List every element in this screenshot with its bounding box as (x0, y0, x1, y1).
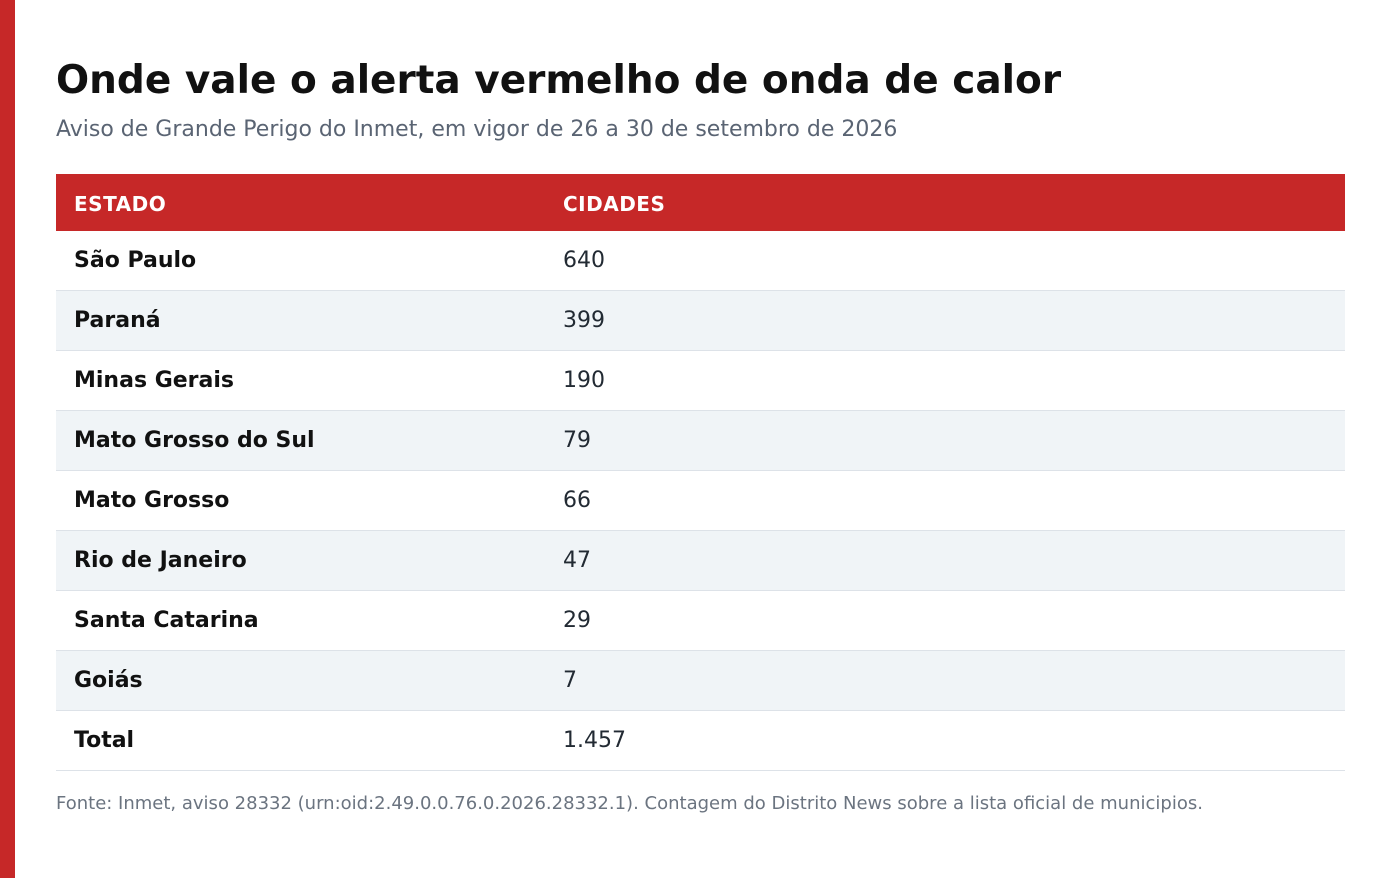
city-count: 29 (545, 590, 1345, 651)
state-name: São Paulo (56, 231, 545, 291)
table-row: Minas Gerais 190 (56, 350, 1345, 411)
column-header-cidades: CIDADES (563, 191, 666, 216)
city-count: 7 (545, 650, 1345, 711)
city-count: 640 (545, 231, 1345, 291)
table-row: São Paulo 640 (56, 231, 1345, 291)
table-row: Mato Grosso 66 (56, 470, 1345, 531)
accent-bar (0, 0, 15, 878)
city-count: 79 (545, 410, 1345, 471)
table-header-row: ESTADO CIDADES (56, 174, 1345, 231)
total-count: 1.457 (545, 710, 1345, 771)
state-name: Santa Catarina (56, 590, 545, 651)
table-row: Santa Catarina 29 (56, 590, 1345, 651)
state-name: Goiás (56, 650, 545, 711)
page-subtitle: Aviso de Grande Perigo do Inmet, em vigo… (56, 117, 898, 142)
city-count: 190 (545, 350, 1345, 411)
state-name: Mato Grosso (56, 470, 545, 531)
table-row: Goiás 7 (56, 650, 1345, 711)
table-row: Paraná 399 (56, 290, 1345, 351)
state-name: Rio de Janeiro (56, 530, 545, 591)
state-name: Mato Grosso do Sul (56, 410, 545, 471)
city-count: 399 (545, 290, 1345, 351)
state-name: Minas Gerais (56, 350, 545, 411)
city-count: 47 (545, 530, 1345, 591)
table-row: Mato Grosso do Sul 79 (56, 410, 1345, 471)
source-note: Fonte: Inmet, aviso 28332 (urn:oid:2.49.… (56, 793, 1203, 814)
table-row-total: Total 1.457 (56, 710, 1345, 771)
column-header-estado: ESTADO (74, 191, 167, 216)
alert-cities-table: ESTADO CIDADES São Paulo 640 Paraná 399 … (56, 174, 1345, 771)
city-count: 66 (545, 470, 1345, 531)
table-row: Rio de Janeiro 47 (56, 530, 1345, 591)
state-name: Paraná (56, 290, 545, 351)
page-title: Onde vale o alerta vermelho de onda de c… (56, 58, 1062, 103)
total-label: Total (56, 710, 545, 771)
